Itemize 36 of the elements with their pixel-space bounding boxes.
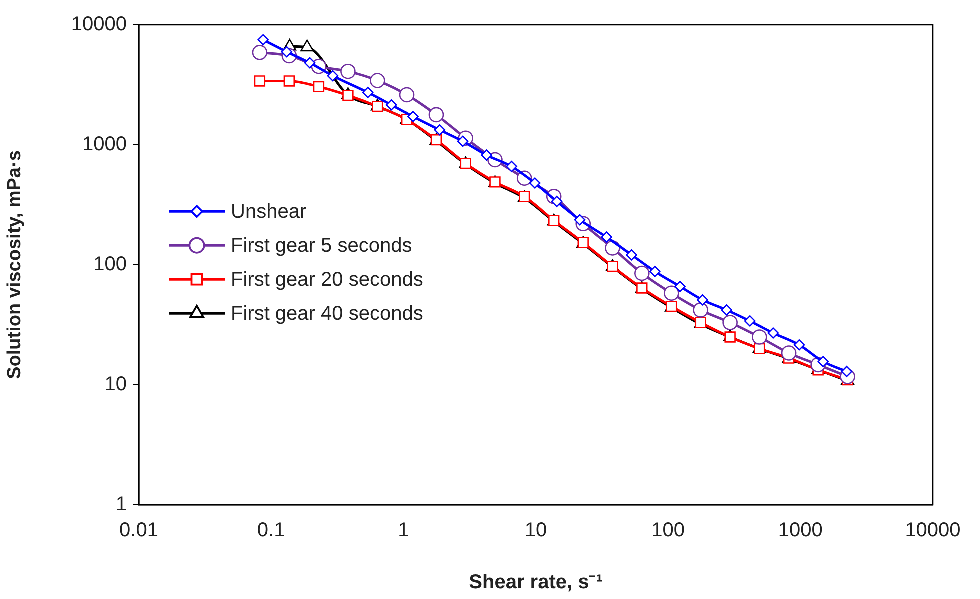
y-tick-label: 100 bbox=[94, 254, 127, 276]
legend-label: First gear 20 seconds bbox=[231, 269, 424, 292]
x-axis-title: Shear rate, s⁻¹ bbox=[469, 572, 604, 594]
y-axis-title: Solution viscosity, mPa·s bbox=[4, 150, 26, 380]
x-tick-label: 1000 bbox=[778, 520, 823, 542]
point bbox=[722, 315, 738, 330]
point bbox=[724, 332, 736, 343]
point bbox=[752, 330, 768, 345]
point bbox=[342, 90, 354, 102]
y-tick-label: 10 bbox=[104, 374, 127, 396]
y-tick-label: 10000 bbox=[71, 14, 127, 36]
point bbox=[428, 107, 444, 123]
x-tick-label: 10000 bbox=[905, 520, 961, 542]
point bbox=[372, 100, 384, 112]
x-tick-label: 100 bbox=[652, 520, 686, 542]
legend-label: First gear 40 seconds bbox=[231, 303, 424, 326]
y-tick-label: 1 bbox=[116, 494, 127, 516]
point bbox=[693, 302, 708, 318]
x-tick-label: 0.1 bbox=[257, 520, 286, 542]
point bbox=[399, 87, 415, 103]
point bbox=[313, 81, 325, 92]
point bbox=[284, 76, 296, 87]
x-tick-label: 0.01 bbox=[120, 520, 158, 542]
point bbox=[252, 45, 268, 60]
point bbox=[754, 343, 766, 354]
x-tick-label: 1 bbox=[398, 520, 410, 542]
legend-label: Unshear bbox=[231, 201, 307, 224]
point bbox=[370, 73, 386, 88]
legend-label: First gear 5 seconds bbox=[231, 235, 412, 258]
point bbox=[781, 346, 797, 361]
point bbox=[254, 76, 266, 87]
point bbox=[340, 64, 356, 80]
x-tick-label: 10 bbox=[524, 520, 548, 542]
point bbox=[664, 286, 680, 302]
point bbox=[634, 266, 650, 282]
y-tick-label: 1000 bbox=[82, 134, 127, 156]
